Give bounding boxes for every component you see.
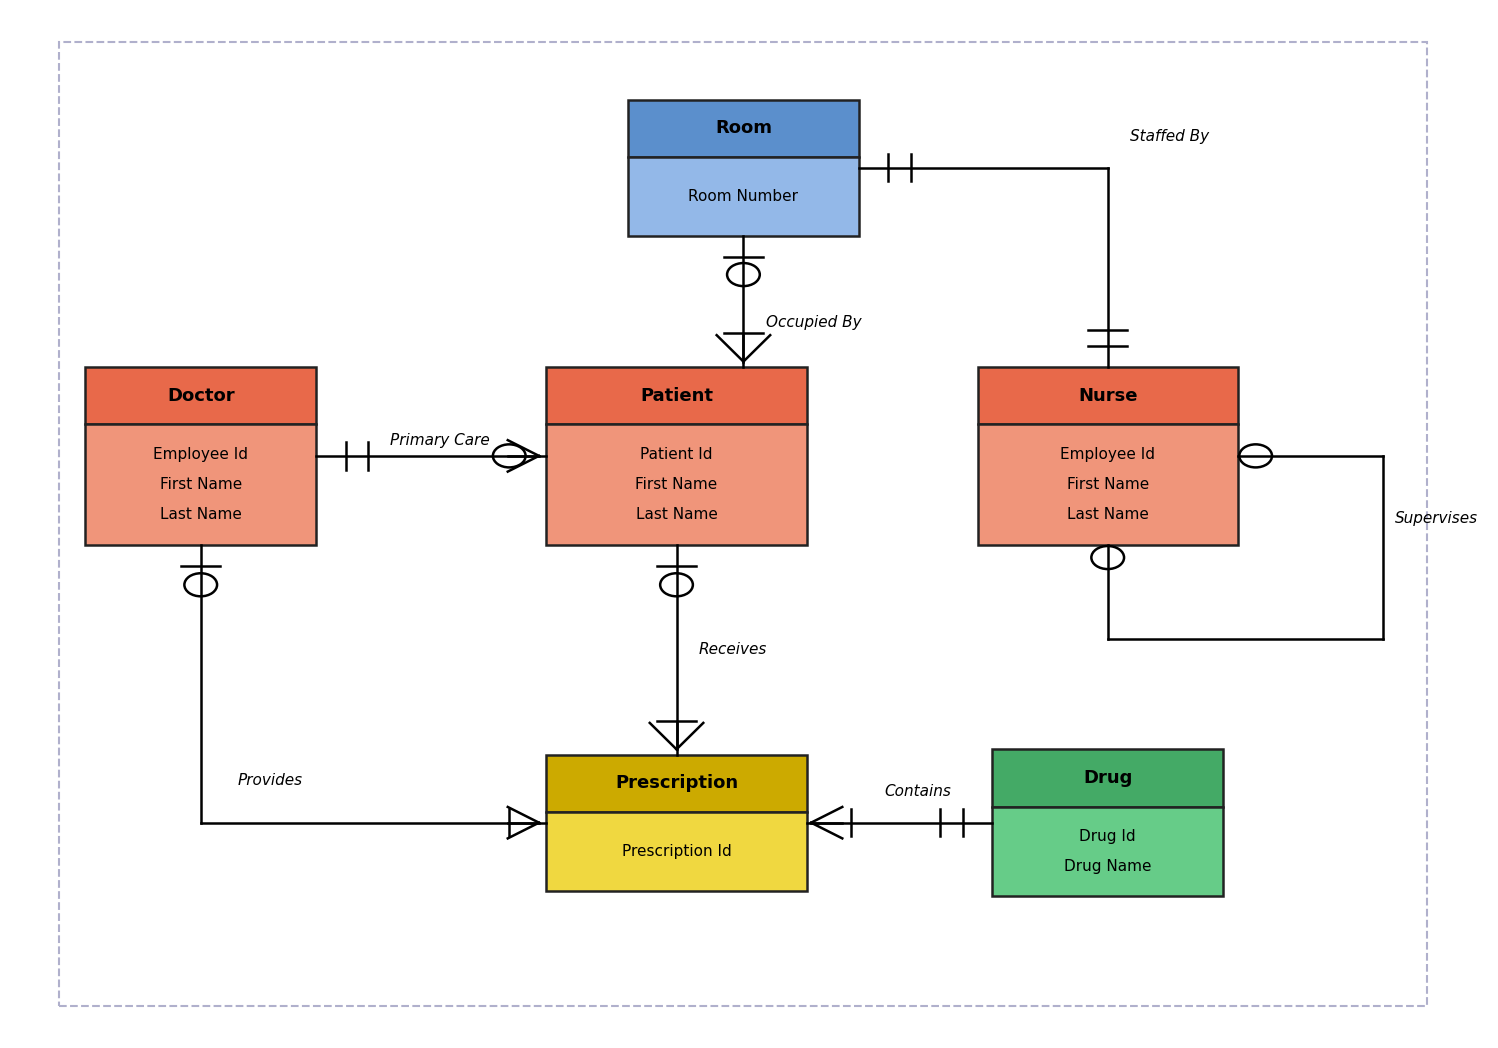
- Text: Last Name: Last Name: [1067, 507, 1149, 522]
- FancyBboxPatch shape: [60, 42, 1428, 1006]
- FancyBboxPatch shape: [547, 424, 806, 545]
- Text: Nurse: Nurse: [1079, 387, 1137, 405]
- Text: Patient Id: Patient Id: [640, 447, 713, 462]
- FancyBboxPatch shape: [978, 424, 1237, 545]
- Text: Prescription Id: Prescription Id: [622, 844, 731, 859]
- Text: First Name: First Name: [1067, 477, 1149, 493]
- Text: Employee Id: Employee Id: [1061, 447, 1155, 462]
- Text: Doctor: Doctor: [166, 387, 235, 405]
- FancyBboxPatch shape: [547, 812, 806, 891]
- Text: Staffed By: Staffed By: [1129, 129, 1209, 144]
- FancyBboxPatch shape: [993, 807, 1222, 896]
- Text: Drug Id: Drug Id: [1080, 829, 1135, 844]
- Text: First Name: First Name: [160, 477, 241, 493]
- Text: Provides: Provides: [238, 773, 303, 788]
- Text: Last Name: Last Name: [160, 507, 241, 522]
- Text: Drug Name: Drug Name: [1064, 859, 1152, 874]
- Text: Contains: Contains: [885, 784, 951, 799]
- Text: First Name: First Name: [635, 477, 718, 493]
- Text: Room Number: Room Number: [689, 189, 798, 204]
- FancyBboxPatch shape: [628, 157, 858, 236]
- Text: Drug: Drug: [1083, 769, 1132, 787]
- Text: Prescription: Prescription: [616, 774, 739, 792]
- FancyBboxPatch shape: [978, 367, 1237, 424]
- Text: Receives: Receives: [700, 642, 767, 657]
- Text: Last Name: Last Name: [635, 507, 718, 522]
- Text: Supervises: Supervises: [1395, 511, 1479, 526]
- FancyBboxPatch shape: [85, 424, 316, 545]
- FancyBboxPatch shape: [628, 100, 858, 157]
- Text: Primary Care: Primary Care: [391, 433, 490, 447]
- Text: Patient: Patient: [640, 387, 713, 405]
- Text: Occupied By: Occupied By: [765, 314, 861, 330]
- FancyBboxPatch shape: [547, 367, 806, 424]
- FancyBboxPatch shape: [547, 755, 806, 812]
- Text: Room: Room: [715, 119, 771, 137]
- FancyBboxPatch shape: [993, 749, 1222, 807]
- FancyBboxPatch shape: [85, 367, 316, 424]
- Text: Employee Id: Employee Id: [153, 447, 249, 462]
